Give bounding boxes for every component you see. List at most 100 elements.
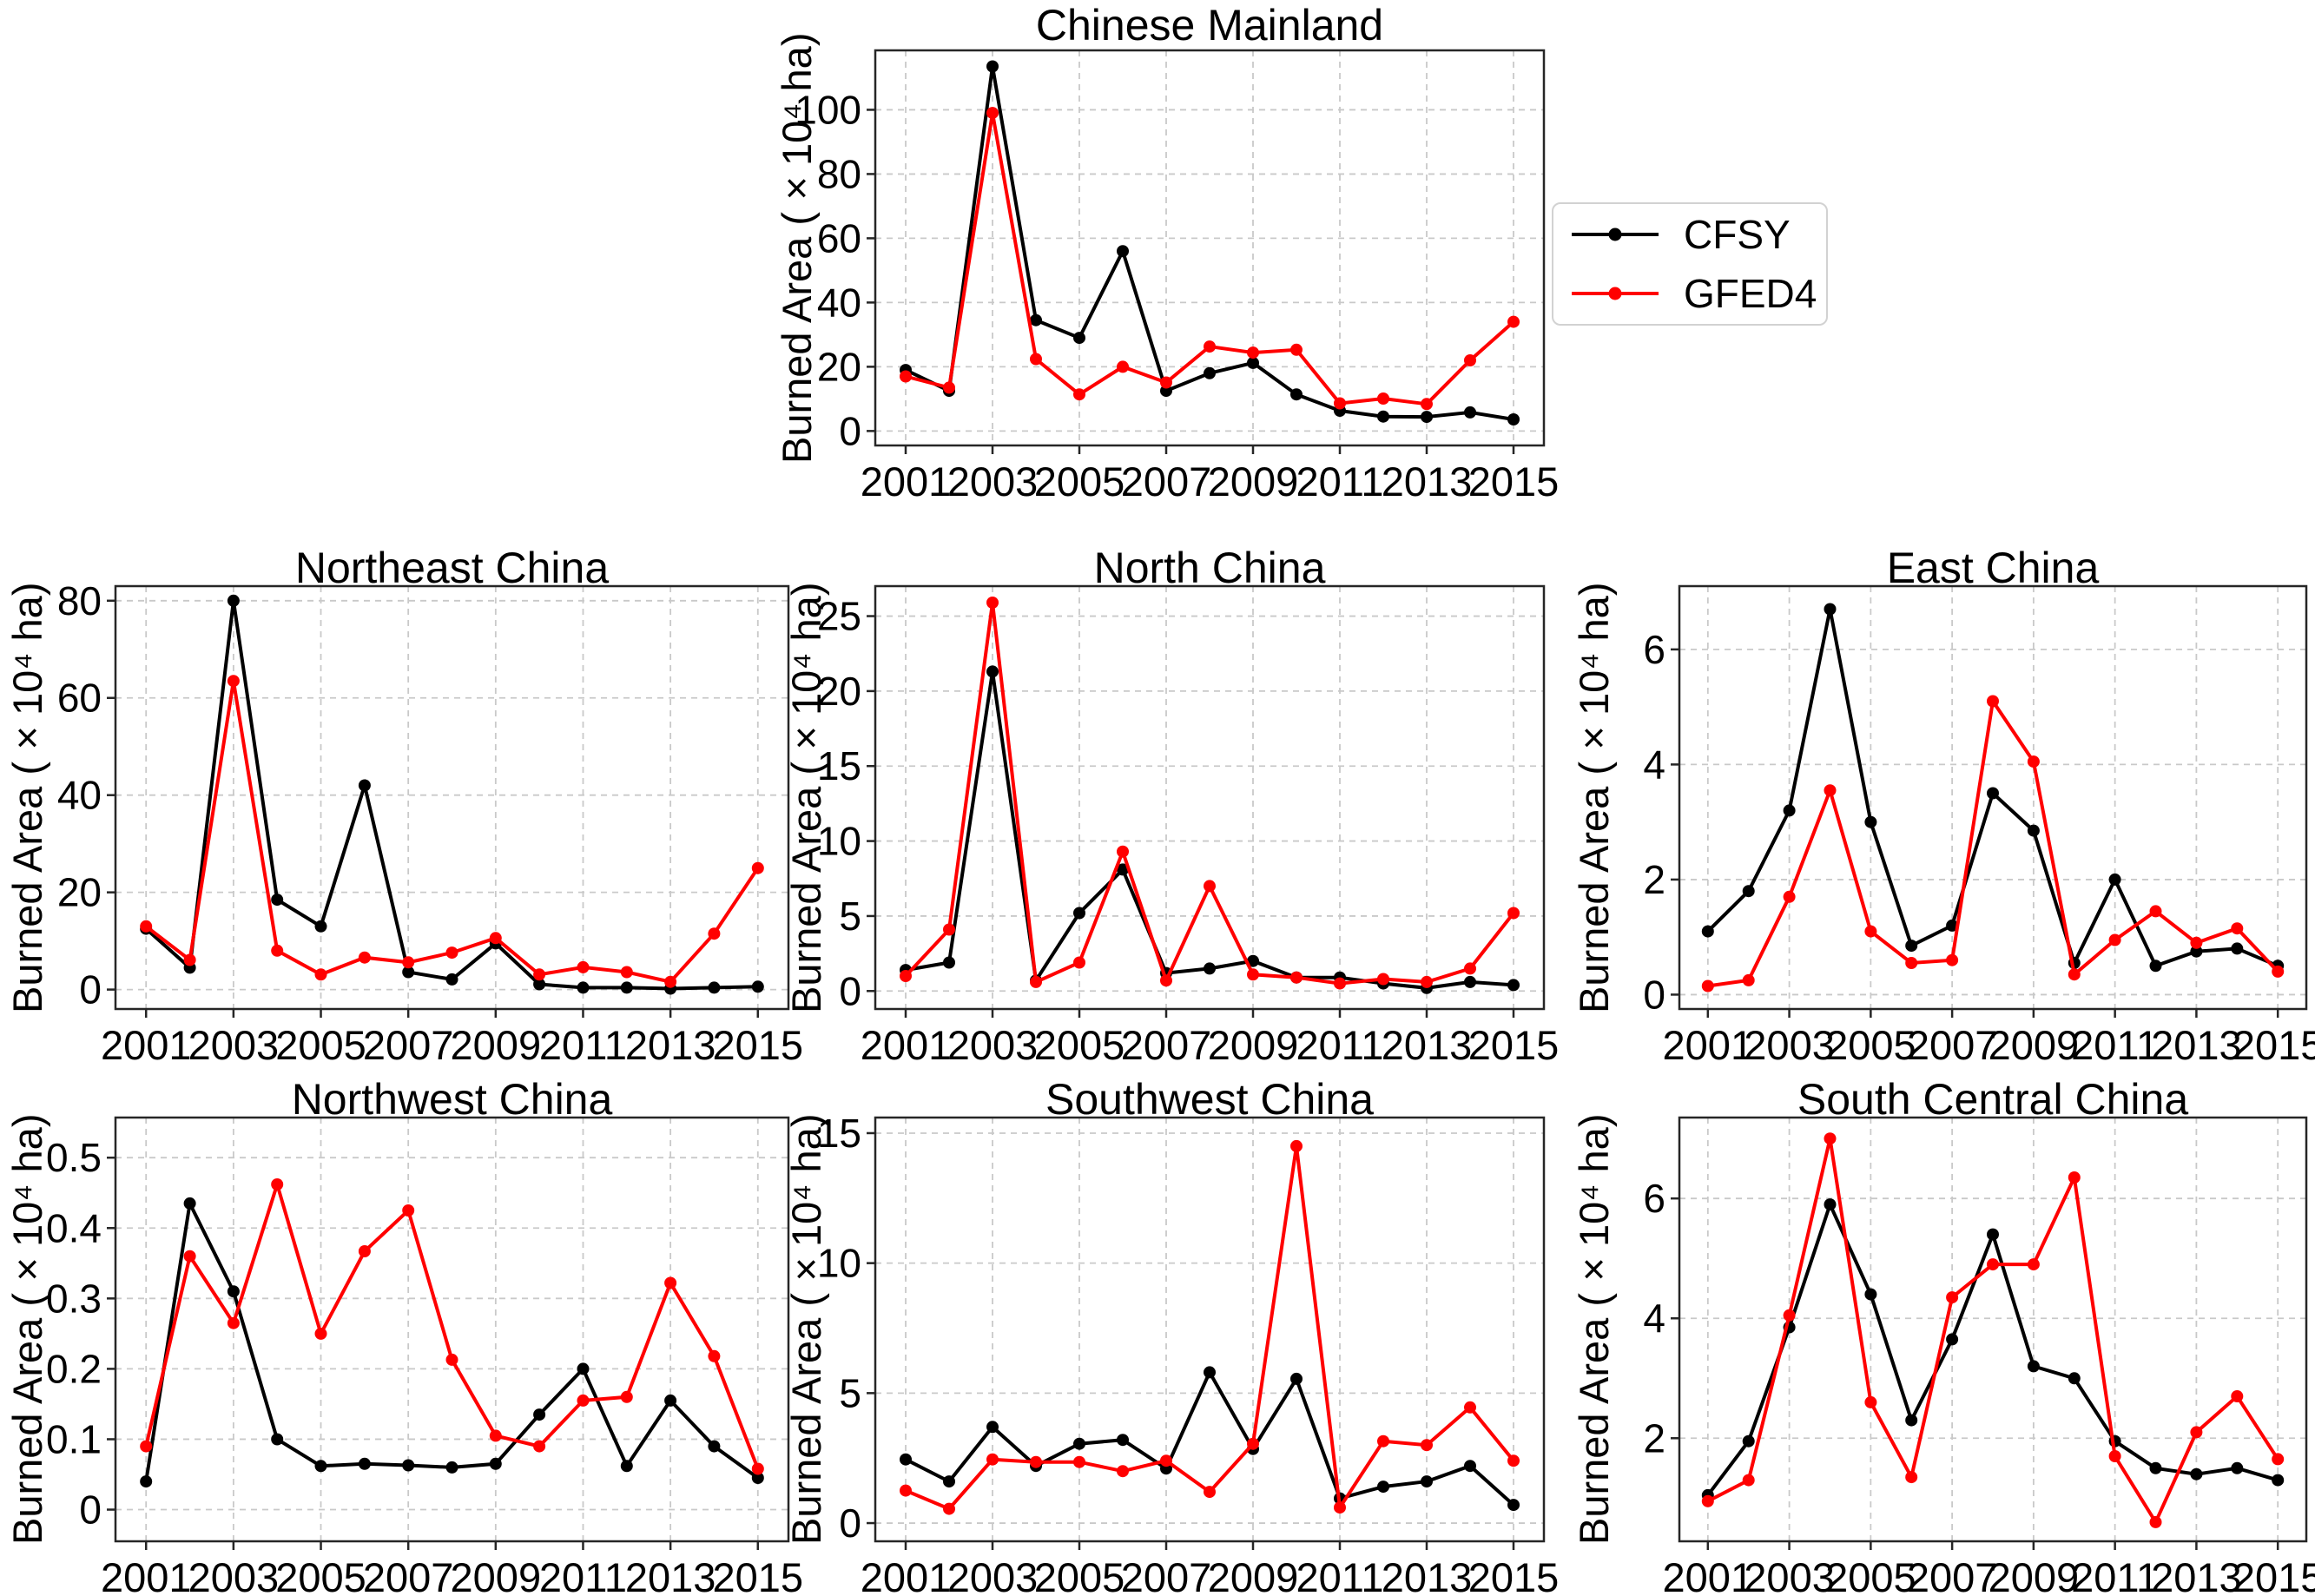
- svg-text:20: 20: [817, 344, 861, 389]
- svg-text:0.2: 0.2: [46, 1346, 102, 1391]
- legend-label-gfed4: GFED4: [1684, 271, 1817, 316]
- svg-text:2007: 2007: [363, 1554, 454, 1596]
- svg-text:2011: 2011: [1296, 1554, 1383, 1596]
- series-gfed4-points: [140, 1178, 764, 1475]
- chart-title: East China: [1886, 544, 2100, 592]
- legend: CFSY GFED4: [1552, 202, 1828, 326]
- svg-text:2011: 2011: [539, 1554, 627, 1596]
- legend-item-cfsy: CFSY: [1567, 211, 1826, 258]
- svg-text:2011: 2011: [1296, 458, 1383, 505]
- svg-text:2013: 2013: [1382, 458, 1473, 505]
- svg-text:2003: 2003: [1744, 1022, 1835, 1068]
- svg-text:0: 0: [839, 968, 861, 1013]
- plot-border: [1678, 1116, 2308, 1543]
- svg-text:6: 6: [1643, 1176, 1665, 1221]
- svg-text:2015: 2015: [712, 1554, 803, 1596]
- y-tick-labels: 0 0.1 0.2 0.3 0.4 0.5: [46, 1135, 102, 1532]
- svg-text:2013: 2013: [2151, 1022, 2242, 1068]
- svg-text:5: 5: [839, 894, 861, 939]
- chart-south-central-china: South Central China Burned Area (×10⁴ ha…: [1563, 1074, 2315, 1596]
- chart-chinese-mainland: Chinese Mainland Burned Area (×10⁴ ha) 2…: [755, 0, 1572, 538]
- svg-text:2005: 2005: [275, 1554, 366, 1596]
- series-cfsy-line: [905, 671, 1514, 990]
- svg-text:2015: 2015: [1468, 1554, 1560, 1596]
- svg-text:20: 20: [817, 669, 861, 714]
- svg-text:5: 5: [839, 1370, 861, 1415]
- svg-text:0: 0: [79, 967, 102, 1012]
- svg-text:2005: 2005: [1034, 458, 1125, 505]
- svg-text:10: 10: [817, 819, 861, 864]
- svg-text:2009: 2009: [1208, 458, 1299, 505]
- svg-text:2005: 2005: [1825, 1022, 1916, 1068]
- svg-text:2013: 2013: [625, 1022, 716, 1068]
- svg-text:80: 80: [817, 151, 861, 196]
- svg-text:0: 0: [79, 1487, 102, 1533]
- svg-text:2005: 2005: [1825, 1554, 1916, 1596]
- svg-text:2013: 2013: [1382, 1554, 1473, 1596]
- svg-text:2009: 2009: [1208, 1554, 1299, 1596]
- svg-text:2003: 2003: [188, 1022, 280, 1068]
- chart-title: Southwest China: [1045, 1075, 1374, 1124]
- cfsy-dot: [1608, 228, 1622, 241]
- svg-text:25: 25: [817, 594, 861, 639]
- svg-text:2: 2: [1643, 857, 1665, 902]
- svg-text:0.4: 0.4: [46, 1205, 102, 1250]
- series-gfed4-line: [905, 112, 1515, 406]
- gridlines: [115, 1118, 788, 1541]
- svg-text:2011: 2011: [2071, 1022, 2159, 1068]
- series-cfsy-line: [144, 600, 758, 991]
- svg-text:0.3: 0.3: [46, 1276, 102, 1321]
- svg-text:40: 40: [817, 280, 861, 325]
- svg-text:2011: 2011: [539, 1022, 627, 1068]
- chart-north-china: North China Burned Area (×10⁴ ha) 2001 20…: [760, 543, 1567, 1072]
- svg-text:20: 20: [57, 870, 102, 915]
- svg-text:2015: 2015: [1468, 458, 1560, 505]
- tick-marks: [867, 1131, 1515, 1550]
- svg-text:4: 4: [1643, 742, 1665, 787]
- series-gfed4-line: [144, 680, 760, 984]
- svg-text:2005: 2005: [1034, 1554, 1125, 1596]
- svg-text:40: 40: [57, 773, 102, 818]
- svg-text:4: 4: [1643, 1296, 1665, 1341]
- svg-text:2: 2: [1643, 1415, 1665, 1461]
- plot-border: [1678, 584, 2308, 1011]
- svg-text:2003: 2003: [1744, 1554, 1835, 1596]
- series-gfed4-points: [900, 597, 1520, 990]
- svg-text:2011: 2011: [1296, 1022, 1383, 1068]
- svg-text:2001: 2001: [861, 458, 952, 505]
- chart-northeast-china: Northeast China Burned Area (×10⁴ ha) 20…: [0, 543, 808, 1072]
- svg-text:80: 80: [57, 578, 102, 623]
- svg-text:2003: 2003: [947, 458, 1039, 505]
- svg-text:2011: 2011: [2071, 1554, 2159, 1596]
- chart-southwest-china: Southwest China Burned Area (×10⁴ ha) 20…: [760, 1074, 1567, 1596]
- svg-text:2003: 2003: [947, 1022, 1039, 1068]
- svg-text:0: 0: [839, 1500, 861, 1546]
- plot-border: [874, 49, 1546, 447]
- svg-text:2005: 2005: [275, 1022, 366, 1068]
- chart-title: Chinese Mainland: [1035, 1, 1384, 49]
- tick-marks: [1671, 1197, 2279, 1550]
- y-tick-labels: 0 2 4 6: [1643, 627, 1665, 1018]
- series-cfsy-line: [1706, 1199, 2279, 1497]
- svg-text:2007: 2007: [1907, 1022, 1998, 1068]
- svg-text:2015: 2015: [1468, 1022, 1560, 1068]
- svg-text:6: 6: [1643, 627, 1665, 672]
- tick-marks: [1671, 648, 2279, 1018]
- gridlines: [875, 586, 1544, 1009]
- svg-text:2001: 2001: [1663, 1554, 1754, 1596]
- series-cfsy-points: [140, 1197, 764, 1488]
- svg-text:60: 60: [817, 215, 861, 261]
- svg-text:2015: 2015: [712, 1022, 803, 1068]
- gridlines: [875, 1118, 1544, 1541]
- tick-marks: [867, 615, 1515, 1018]
- svg-text:2013: 2013: [1382, 1022, 1473, 1068]
- plot-northwest-china: 2001200320052007200920112013201500.10.20…: [46, 1116, 803, 1596]
- gridlines: [1679, 1118, 2306, 1541]
- svg-text:2003: 2003: [947, 1554, 1039, 1596]
